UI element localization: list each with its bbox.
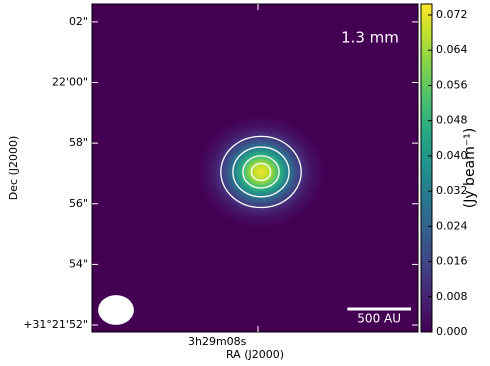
x-axis-label: RA (J2000) [226,348,284,361]
y-tick-label: 56" [69,197,88,210]
y-tick-label: 58" [69,136,88,149]
frame [91,3,419,333]
colorbar-tick-label: 0.072 [436,8,468,21]
y-axis-label: Dec (J2000) [7,136,20,201]
colorbar-tick-label: 0.032 [436,184,468,197]
y-tick-label: +31°21'52" [23,318,88,331]
colorbar [420,3,433,333]
colorbar-tick-label: 0.024 [436,219,468,232]
contour [242,155,280,189]
colorbar-tick-label: 0.000 [436,325,468,338]
beam [98,295,134,325]
y-tick-label: 22'00" [52,76,88,89]
contour [232,146,290,198]
colorbar-tick-label: 0.008 [436,290,468,303]
contour [220,135,302,209]
wavelength-label: 1.3 mm [341,29,399,47]
colorbar-tick-label: 0.040 [436,149,468,162]
colorbar-tick-label: 0.064 [436,43,468,56]
source [197,115,325,229]
colorbar-tick-label: 0.048 [436,114,468,127]
colorbar-label: (Jy beam⁻¹) [462,128,478,209]
y-tick-label: 02" [69,15,88,28]
colorbar-tick-label: 0.016 [436,255,468,268]
y-tick-label: 54" [69,257,88,270]
contour [250,162,272,182]
scale-bar-label: 500 AU [357,312,401,326]
image [197,115,325,229]
colorbar-tick-label: 0.056 [436,78,468,91]
x-tick-label: 3h29m08s [188,335,247,348]
